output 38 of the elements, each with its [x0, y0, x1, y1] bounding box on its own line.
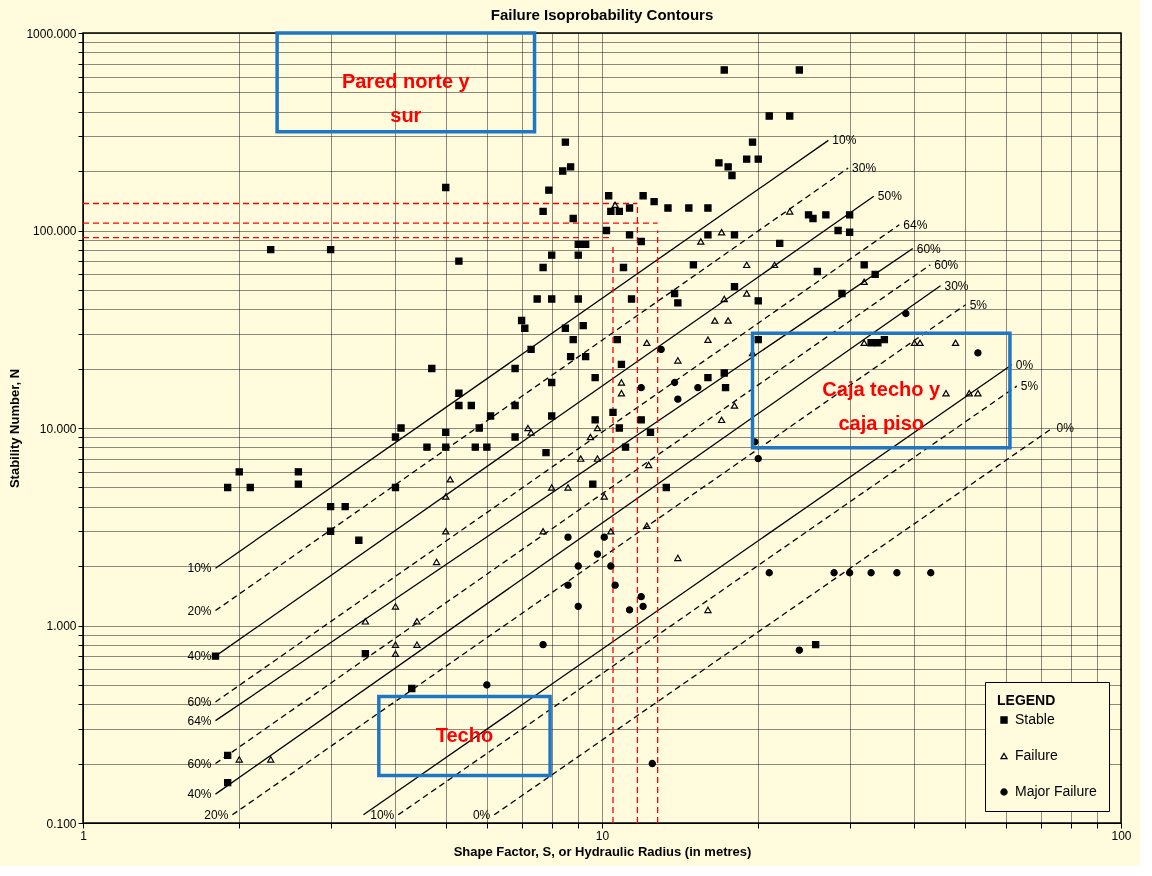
y-axis-title: Stability Number, N [7, 368, 23, 489]
y-tick-label: 1000.000 [26, 26, 77, 41]
annotation: Pared norte y sur [341, 70, 471, 127]
annotation: 10% [370, 807, 395, 822]
annotation: 50% [877, 189, 903, 204]
annotation: 64% [903, 217, 928, 232]
annotation: 60% [187, 694, 212, 709]
annotation: 0% [472, 807, 491, 822]
annotation: 0% [1015, 357, 1034, 372]
annotation: 30% [852, 161, 877, 176]
legend-title: LEGEND [997, 692, 1056, 708]
x-axis-title: Shape Factor, S, or Hydraulic Radius (in metres) [453, 843, 752, 859]
annotation: 40% [187, 787, 212, 802]
legend-label: Failure [1015, 747, 1059, 763]
annotation: 10% [187, 561, 212, 576]
x-tick-label: 1 [80, 828, 88, 843]
legend-label: Major Failure [1015, 783, 1097, 799]
y-tick-label: 1.000 [46, 619, 77, 633]
annotation: 64% [187, 713, 212, 728]
annotation: 5% [969, 297, 988, 312]
y-tick-label: 100.000 [33, 224, 77, 238]
annotation: 20% [204, 807, 229, 822]
y-tick-label: 0.100 [46, 816, 77, 831]
x-tick-label: 10 [595, 828, 610, 843]
legend-label: Stable [1015, 711, 1055, 727]
annotation: 10% [832, 133, 857, 148]
annotation: 5% [1020, 379, 1039, 394]
annotation: 60% [934, 257, 959, 272]
x-tick-label: 100 [1111, 828, 1132, 843]
y-tick-label: 10.000 [39, 421, 77, 436]
annotation: 60% [916, 241, 942, 256]
annotation: 40% [187, 649, 212, 664]
chart-title: Failure Isoprobability Contours [490, 6, 714, 23]
annotation: Caja techo y caja piso [822, 378, 942, 435]
annotation: 0% [1056, 421, 1075, 435]
annotation: 30% [944, 278, 969, 293]
annotation: 60% [187, 756, 212, 771]
annotation: 20% [187, 603, 212, 618]
